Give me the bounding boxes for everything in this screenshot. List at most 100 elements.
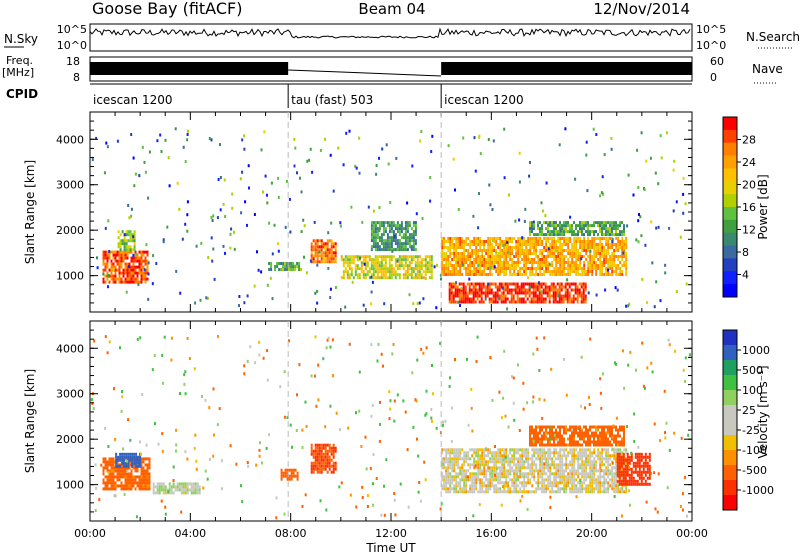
scatter-cell	[229, 232, 232, 236]
data-cell	[581, 475, 584, 479]
data-cell	[445, 481, 448, 485]
data-cell	[148, 457, 151, 461]
data-cell	[507, 267, 510, 270]
data-cell	[465, 478, 468, 482]
data-cell	[342, 273, 345, 277]
data-cell	[128, 262, 131, 266]
data-cell	[499, 451, 502, 455]
data-cell	[615, 237, 618, 240]
data-cell	[472, 297, 475, 301]
data-cell	[384, 248, 387, 252]
data-cell	[443, 267, 446, 270]
data-cell	[382, 239, 385, 243]
data-cell	[522, 288, 525, 292]
data-cell	[116, 268, 119, 272]
data-cell	[569, 460, 572, 464]
data-cell	[615, 490, 618, 494]
data-cell	[549, 273, 552, 276]
data-cell	[388, 221, 391, 225]
scatter-cell	[116, 139, 119, 143]
data-cell	[495, 484, 498, 488]
data-cell	[314, 455, 317, 459]
data-cell	[186, 485, 189, 489]
data-cell	[493, 454, 496, 458]
data-cell	[112, 280, 115, 284]
data-cell	[350, 258, 353, 262]
data-cell	[577, 451, 580, 455]
data-cell	[112, 481, 115, 485]
data-cell	[441, 270, 444, 273]
data-cell	[370, 258, 373, 262]
data-cell	[519, 267, 522, 270]
data-cell	[382, 273, 385, 277]
data-cell	[447, 451, 450, 455]
data-cell	[583, 233, 585, 237]
data-cell	[583, 273, 586, 276]
data-cell	[609, 457, 612, 461]
data-cell	[392, 233, 395, 237]
data-cell	[569, 240, 572, 243]
data-cell	[591, 237, 594, 240]
data-cell	[489, 475, 492, 479]
data-cell	[542, 291, 545, 295]
data-cell	[326, 461, 329, 465]
data-cell	[545, 472, 548, 476]
scatter-cell	[679, 235, 682, 239]
data-cell	[547, 255, 550, 258]
data-cell	[482, 300, 485, 304]
data-cell	[499, 273, 502, 276]
scatter-cell	[651, 261, 654, 265]
data-cell	[505, 460, 508, 464]
data-cell	[516, 294, 519, 298]
data-cell	[485, 478, 488, 482]
data-cell	[475, 252, 478, 255]
scatter-cell	[380, 513, 383, 517]
data-cell	[120, 280, 123, 284]
data-cell	[539, 451, 542, 455]
data-cell	[599, 475, 602, 479]
data-cell	[380, 261, 383, 265]
data-cell	[152, 491, 155, 495]
data-cell	[560, 282, 563, 286]
data-cell	[392, 267, 395, 271]
data-cell	[110, 481, 113, 485]
freq-tick-bottom: 8	[73, 71, 80, 84]
data-cell	[118, 259, 121, 263]
power-frame	[89, 111, 693, 313]
data-cell	[577, 443, 579, 447]
data-cell	[597, 252, 600, 255]
data-cell	[561, 252, 564, 255]
data-cell	[501, 490, 504, 494]
data-cell	[471, 472, 474, 476]
data-cell	[428, 255, 431, 259]
data-cell	[595, 460, 598, 464]
data-cell	[507, 243, 510, 246]
data-cell	[593, 246, 596, 249]
scatter-cell	[123, 233, 126, 237]
data-cell	[328, 260, 331, 264]
data-cell	[591, 264, 594, 267]
data-cell	[597, 249, 600, 252]
data-cell	[118, 277, 121, 281]
data-cell	[477, 475, 480, 479]
data-cell	[626, 482, 629, 486]
scatter-cell	[454, 188, 456, 192]
data-cell	[622, 458, 625, 462]
data-cell	[414, 233, 417, 237]
scatter-cell	[585, 140, 588, 144]
data-cell	[577, 267, 580, 270]
scatter-cell	[162, 240, 165, 244]
data-cell	[493, 240, 496, 243]
data-cell	[290, 471, 293, 475]
data-cell	[443, 252, 446, 255]
data-cell	[164, 488, 167, 492]
data-cell	[490, 300, 493, 304]
scatter-cell	[143, 160, 146, 164]
data-cell	[162, 482, 165, 486]
data-cell	[599, 431, 601, 435]
data-cell	[563, 249, 566, 252]
nsearch-tick-bottom: 10^0	[696, 39, 726, 52]
data-cell	[414, 276, 417, 280]
data-cell	[479, 478, 482, 482]
data-cell	[467, 249, 470, 252]
